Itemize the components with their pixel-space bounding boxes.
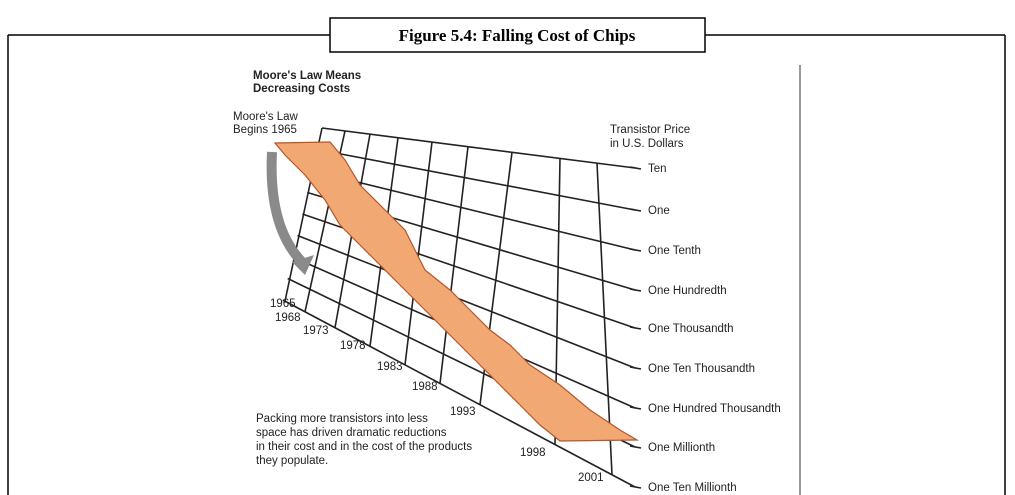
price-label: One [648,205,670,217]
price-label: One Millionth [648,442,715,454]
price-label: Ten [648,163,667,175]
price-label: One Tenth [648,245,701,257]
year-label: 1973 [303,325,329,337]
note: in their cost and in the cost of the pro… [256,441,472,453]
price-line [297,234,636,369]
tick [629,166,642,170]
frame [7,17,1006,495]
arrow [266,151,309,269]
year-label: 1965 [270,298,296,310]
year-line [404,141,433,365]
tick [629,406,642,410]
arrow-head [292,255,314,275]
price-label: One Thousandth [648,323,733,335]
year-label: 1978 [340,340,366,352]
price-line [321,127,636,169]
tick [629,326,642,330]
tick [629,208,642,212]
price-label: One Ten Thousandth [648,363,755,375]
diagram-title: Decreasing Costs [253,83,350,95]
price-label: One Hundred Thousandth [648,403,781,415]
year-label: 1968 [275,312,301,324]
price-label: One Ten Millionth [648,482,737,494]
price-line [312,170,636,251]
tick [629,445,642,449]
note: they populate. [256,455,328,467]
tick [629,366,642,370]
tick [629,248,642,252]
price-label: One Hundredth [648,285,727,297]
note: space has driven dramatic reductions [256,427,447,439]
tick [629,485,642,489]
start-label: Begins 1965 [233,124,297,136]
diagram-title: Moore's Law Means [253,70,361,82]
tick [629,288,642,292]
caption: Figure 5.4: Falling Cost of Chips [399,26,636,45]
cost-band [273,141,640,442]
start-label: Moore's Law [233,111,299,123]
price-line [282,299,636,488]
year-line [439,146,469,384]
axis-label: Transistor Price [610,124,690,136]
caption-box [329,17,706,53]
year-label: 1983 [377,361,403,373]
price-line [316,148,636,211]
year-label: 1988 [412,381,438,393]
year-label: 1993 [450,406,476,418]
year-label: 2001 [578,472,604,484]
year-label: 1998 [520,447,546,459]
note: Packing more transistors into less [256,413,428,425]
axis-label: in U.S. Dollars [610,138,684,150]
